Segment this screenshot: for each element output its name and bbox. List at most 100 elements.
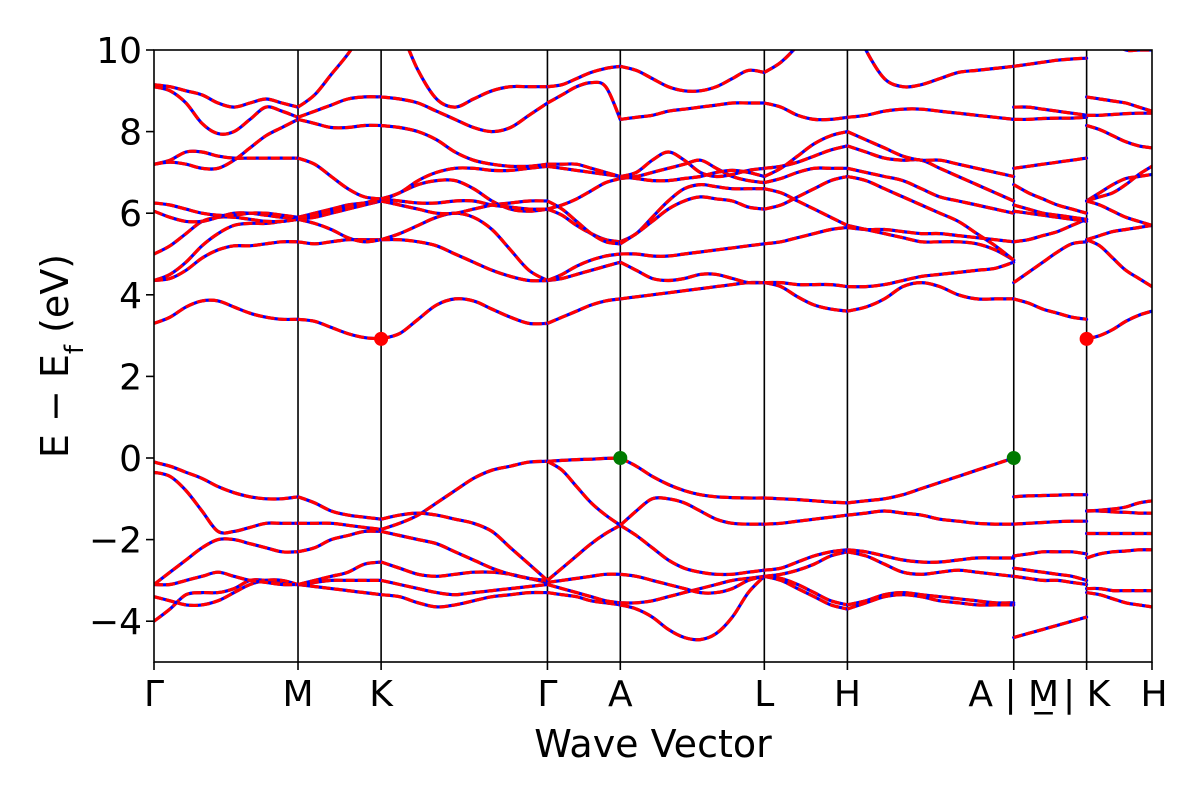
band-edge-markers xyxy=(374,331,1094,465)
band-line-dashed-s2-b3 xyxy=(380,529,548,582)
band-line-dashed-s5-b4 xyxy=(764,496,848,505)
band-line-dashed-s3-b1 xyxy=(546,582,621,605)
band-line-dashed-s7-b5 xyxy=(1013,493,1087,499)
y-tick-label-5: 6 xyxy=(119,194,142,235)
band-line-dashed-s7-b2 xyxy=(1013,566,1088,582)
band-line-dashed-s7-b10 xyxy=(1013,203,1087,221)
band-line-dashed-s6-b13 xyxy=(846,130,1015,179)
band-line-dashed-s5-b12 xyxy=(764,144,848,170)
x-tick-label-0: Γ xyxy=(144,674,164,715)
band-line-dashed-s0-b7 xyxy=(154,240,299,283)
band-line-dashed-s1-b13 xyxy=(297,117,382,130)
band-line-dashed-s1-b11 xyxy=(297,197,382,219)
band-line-dashed-s7-b9 xyxy=(1013,209,1087,223)
x-axis-ticks: Γ M K Γ A L H A | M̲ | K H xyxy=(144,662,1168,715)
band-line-dashed-s2-b1 xyxy=(380,578,548,597)
band-line-dashed-s3-b0 xyxy=(547,591,621,607)
band-line-dashed-s2-b0 xyxy=(380,590,548,609)
band-line-dashed-s7-b13 xyxy=(1013,115,1087,122)
band-line-dashed-s7-b0 xyxy=(1013,615,1088,640)
y-tick-label-7: 10 xyxy=(96,31,142,72)
band-line-dashed-s3-b11 xyxy=(546,176,621,211)
band-line-dashed-s6-b2 xyxy=(847,550,1014,578)
plot-frame xyxy=(153,49,1153,663)
y-axis-title-subscript: f xyxy=(60,344,90,354)
vbm-marker-3 xyxy=(1006,451,1021,465)
band-line-dashed-s2-b2 xyxy=(380,560,548,584)
band-line-dashed-s7-b15 xyxy=(1013,56,1087,68)
band-line-dashed-s4-b2 xyxy=(620,572,765,595)
band-line-dashed-s7-b6 xyxy=(1013,297,1087,321)
band-line-dashed-s4-b10 xyxy=(619,195,765,246)
band-line-dashed-s3-b6 xyxy=(546,297,621,325)
band-line-dashed-s6-b12 xyxy=(846,144,1015,203)
band-line-dashed-s4-b0 xyxy=(619,575,766,642)
band-line-dashed-s3-b13 xyxy=(547,162,621,179)
band-line-dashed-s1-b2 xyxy=(297,560,382,587)
y-tick-label-4: 4 xyxy=(119,276,142,317)
band-line-dashed-s6-b5 xyxy=(847,509,1014,526)
y-axis-title: E − Ef (eV) xyxy=(33,254,90,458)
band-line-dashed-s8-b6 xyxy=(1086,309,1152,341)
x-tick-label-9: H xyxy=(1140,674,1167,715)
y-tick-label-3: 2 xyxy=(119,357,142,398)
plot-background xyxy=(154,50,1152,662)
band-line-dashed-s4-b15 xyxy=(619,64,765,93)
x-tick-label-8: | K xyxy=(1063,674,1112,715)
y-axis-title-unit: (eV) xyxy=(33,254,77,345)
band-line-dashed-s5-b6 xyxy=(763,281,848,313)
band-line-dashed-s0-b12 xyxy=(154,149,298,166)
band-line-dashed-s8-b9 xyxy=(1085,172,1152,203)
band-line-dashed-s0-b5 xyxy=(154,460,299,501)
band-line-dashed-s1-b12 xyxy=(297,156,382,201)
band-line-dashed-s3-b3 xyxy=(546,523,622,582)
band-line-dashed-s4-b11 xyxy=(620,158,765,185)
band-line-dashed-s7-b11 xyxy=(1012,183,1088,215)
high-symmetry-lines xyxy=(297,50,1088,662)
band-line-dashed-s2-b11 xyxy=(380,197,548,211)
band-line-dashed-s2-b6 xyxy=(380,297,548,341)
x-tick-label-7: A | M̲ xyxy=(968,674,1059,715)
y-tick-label-1: −2 xyxy=(89,521,142,562)
band-line-dashed-s6-b0 xyxy=(847,590,1014,607)
y-axis-title-main: E − E xyxy=(33,354,77,458)
cbm-marker-1 xyxy=(1079,331,1094,346)
band-line-dashed-s0-b1 xyxy=(154,578,299,608)
band-line-dashed-s5-b5 xyxy=(764,513,848,526)
band-line-dashed-s7-b8 xyxy=(1013,217,1088,244)
band-line-dashed-s1-b14 xyxy=(297,95,382,119)
x-tick-label-3: Γ xyxy=(537,674,557,715)
band-line-dashed-s3-b4 xyxy=(547,456,621,463)
band-line-dashed-s6-b6 xyxy=(847,280,1014,313)
band-line-dashed-s7-b7 xyxy=(1012,240,1087,284)
band-line-dashed-s6-b15 xyxy=(864,50,1014,89)
band-line-dashed-s2-b4 xyxy=(380,459,548,531)
band-line-dashed-s4-b13 xyxy=(620,168,765,183)
band-line-dashed-s7-b1 xyxy=(1013,574,1087,587)
band-line-dashed-s8-b10 xyxy=(1086,164,1152,203)
band-line-dashed-s6-b11 xyxy=(847,166,1015,215)
band-line-dashed-s5-b9 xyxy=(763,187,849,227)
band-line-dashed-s2-b10 xyxy=(380,199,548,216)
band-line-dashed-s4-b4 xyxy=(619,456,765,500)
band-line-dashed-s0-b3 xyxy=(154,537,299,586)
x-tick-label-2: K xyxy=(369,674,394,715)
x-tick-label-1: M xyxy=(282,674,313,715)
band-line-dashed-s8-b15 xyxy=(1121,50,1152,53)
band-line-dashed-s8-b14 xyxy=(1086,95,1152,113)
band-line-dashed-s8-b2 xyxy=(1086,548,1152,560)
band-line-dashed-s8-b12 xyxy=(1086,123,1152,150)
band-line-dashed-s5-b1 xyxy=(763,574,848,611)
x-axis-title: Wave Vector xyxy=(534,722,772,766)
y-tick-label-6: 8 xyxy=(119,113,142,154)
band-line-dashed-s3-b15 xyxy=(547,64,621,89)
band-line-dashed-s1-b4 xyxy=(298,521,382,531)
band-line-dashed-s3-b14 xyxy=(546,80,622,121)
band-line-dashed-s5-b2 xyxy=(764,550,848,578)
band-line-dashed-s1-b15 xyxy=(297,50,353,109)
band-line-dashed-s7-b3 xyxy=(1013,550,1087,558)
band-line-dashed-s0-b9 xyxy=(154,215,299,256)
x-tick-label-6: H xyxy=(834,674,861,715)
y-tick-label-0: −4 xyxy=(89,602,142,643)
